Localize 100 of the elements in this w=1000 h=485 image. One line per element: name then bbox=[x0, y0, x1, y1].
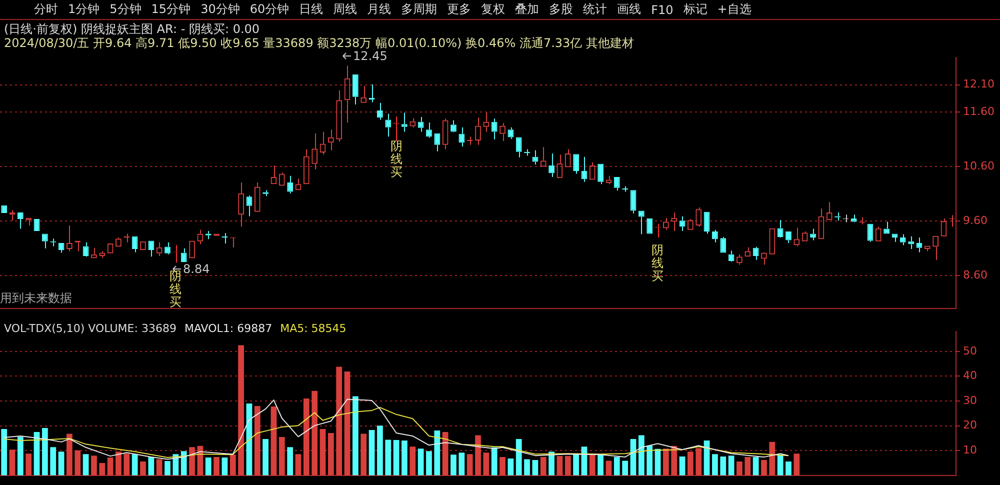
bar bbox=[197, 446, 204, 476]
bar bbox=[450, 454, 456, 476]
text: 30分钟 bbox=[200, 1, 240, 18]
bar bbox=[622, 460, 628, 476]
bar bbox=[352, 396, 358, 476]
bar bbox=[148, 457, 154, 476]
bar bbox=[287, 447, 294, 476]
text: +自选 bbox=[717, 1, 752, 18]
bar bbox=[786, 462, 792, 476]
bar bbox=[262, 438, 268, 476]
chart-title: (日线·前复权) 阴线捉妖主图 AR: - 阴线买: 0.00 bbox=[4, 21, 260, 36]
y-tick-label: 8.60 bbox=[963, 268, 988, 282]
bar bbox=[614, 457, 620, 476]
bar bbox=[516, 438, 522, 476]
bar bbox=[434, 430, 440, 476]
bar bbox=[475, 435, 481, 476]
bar bbox=[598, 454, 604, 476]
bar bbox=[238, 345, 244, 476]
text: 60分钟 bbox=[250, 1, 290, 18]
y-tick-label: 50 bbox=[963, 344, 977, 358]
bar bbox=[303, 398, 310, 476]
candlestick bbox=[82, 242, 89, 256]
y-tick-label: 30 bbox=[963, 394, 977, 407]
bar bbox=[66, 434, 72, 476]
bar bbox=[393, 440, 400, 476]
candlestick bbox=[810, 228, 816, 241]
bar bbox=[180, 451, 187, 476]
bar bbox=[278, 436, 285, 476]
candlestick bbox=[892, 234, 898, 242]
bar bbox=[752, 457, 759, 476]
bar bbox=[377, 426, 383, 476]
candlestick bbox=[573, 154, 579, 174]
text: MAVOL1: 69887 bbox=[184, 322, 272, 335]
bar bbox=[500, 457, 506, 476]
bar bbox=[254, 406, 260, 476]
bar bbox=[205, 458, 212, 476]
candlestick bbox=[132, 236, 138, 253]
bar bbox=[679, 456, 686, 476]
bar bbox=[132, 454, 138, 476]
text: 日线 bbox=[299, 1, 324, 18]
annotation: 12.45 bbox=[353, 49, 388, 63]
bar bbox=[116, 452, 122, 476]
candlestick bbox=[491, 118, 498, 140]
bar bbox=[483, 452, 490, 476]
candlestick bbox=[679, 216, 686, 232]
text: 多股 bbox=[549, 1, 574, 18]
bar bbox=[777, 454, 784, 476]
bar bbox=[744, 457, 751, 476]
bar bbox=[214, 457, 220, 476]
bar bbox=[164, 461, 170, 476]
y-tick-label: 10 bbox=[963, 443, 977, 456]
text: 标记 bbox=[683, 1, 708, 18]
y-tick-label: 12.10 bbox=[963, 78, 994, 91]
bar bbox=[671, 446, 678, 476]
bar bbox=[295, 454, 302, 476]
bar bbox=[548, 452, 554, 476]
bar bbox=[712, 454, 718, 476]
candlestick bbox=[246, 195, 252, 217]
y-tick-label: 9.60 bbox=[963, 214, 988, 228]
text: 分时 bbox=[34, 1, 58, 18]
bar bbox=[328, 433, 334, 476]
bar bbox=[17, 436, 24, 476]
candlestick bbox=[418, 116, 424, 132]
annotation: 阴线买 bbox=[390, 139, 402, 179]
candlestick bbox=[148, 240, 154, 258]
y-tick-label: 11.60 bbox=[963, 104, 994, 118]
bar bbox=[662, 448, 669, 476]
candlestick bbox=[916, 237, 922, 253]
bar bbox=[9, 450, 16, 476]
bar bbox=[140, 462, 146, 476]
candlestick bbox=[516, 137, 522, 158]
bar bbox=[42, 428, 48, 476]
text: 1分钟 bbox=[68, 1, 100, 18]
annotation: 用到未来数据 bbox=[0, 291, 72, 305]
bar bbox=[82, 454, 89, 476]
bar bbox=[222, 458, 228, 476]
bar bbox=[50, 447, 56, 476]
text: 周线 bbox=[333, 1, 358, 18]
bar bbox=[458, 452, 465, 476]
bar bbox=[344, 372, 350, 476]
text: 5分钟 bbox=[110, 1, 142, 18]
y-tick-label: 20 bbox=[963, 418, 977, 432]
bar bbox=[646, 446, 653, 476]
bar bbox=[491, 447, 498, 476]
candlestick bbox=[434, 133, 440, 152]
bar bbox=[58, 452, 64, 476]
candlestick bbox=[458, 126, 465, 147]
bar bbox=[761, 460, 767, 476]
candlestick bbox=[614, 177, 620, 192]
bar bbox=[728, 456, 734, 476]
text: 画线 bbox=[617, 1, 642, 18]
candlestick bbox=[352, 74, 358, 105]
bar bbox=[540, 457, 546, 476]
bar bbox=[91, 456, 97, 476]
annotation: 8.84 bbox=[183, 262, 210, 276]
candlestick bbox=[630, 190, 636, 214]
text: 叠加 bbox=[515, 1, 540, 18]
text: 复权 bbox=[481, 1, 506, 18]
text: 更多 bbox=[447, 1, 472, 18]
annotation: 阴线买 bbox=[652, 243, 664, 283]
